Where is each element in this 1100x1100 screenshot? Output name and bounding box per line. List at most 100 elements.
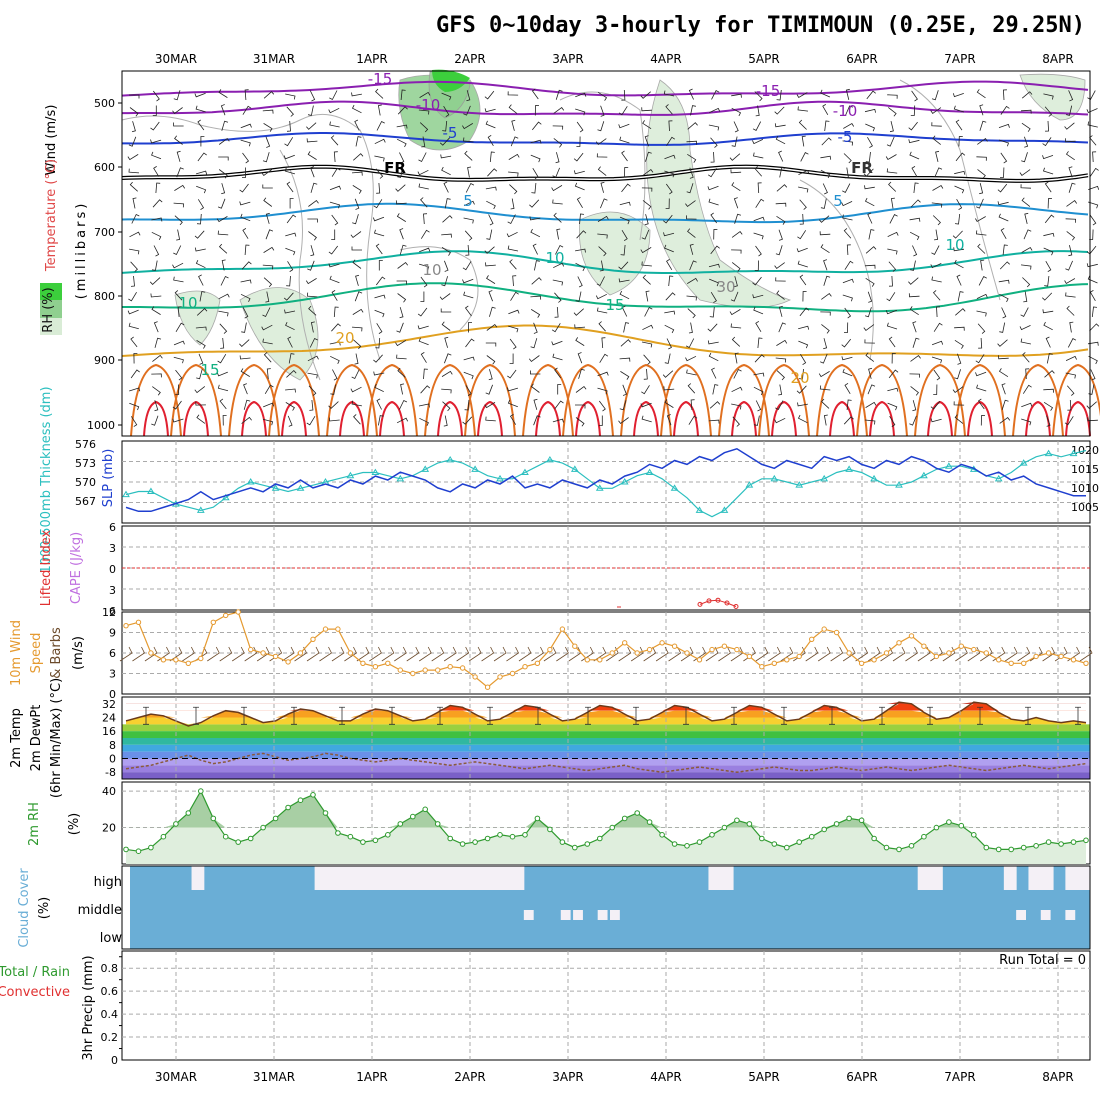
wind-main-label: 10m Wind [9,620,24,686]
wind-barb [441,247,451,256]
wind-barb [328,401,339,409]
wind-barb [396,280,407,285]
wind-barb [930,107,942,114]
wind-barb [687,153,697,163]
rh-high-region [432,69,470,92]
wind-barb [151,415,159,426]
wind-barb [621,229,628,241]
wind-speed-marker [996,657,1002,663]
wind-barb [778,384,783,396]
wind-barb [955,119,963,131]
surface-wind-barb [630,646,644,662]
wind-barb [797,402,808,407]
wind-barb [152,105,157,116]
wind-barb [933,384,938,395]
wind-speed-marker [422,667,428,673]
wind-barb [1042,167,1054,175]
surface-wind-barb [132,646,145,662]
wind-barb [576,230,587,239]
wind-barb [1019,169,1031,176]
wind-barb [128,322,139,330]
contour-label: 10 [945,236,964,254]
wind-barb [306,415,316,426]
wind-barb [484,108,496,113]
thickness-marker [994,474,1003,482]
wind-barb [354,353,359,365]
wind-speed-marker [1045,650,1052,656]
wind-barb [864,185,875,190]
rh-marker [222,833,229,840]
wind-barb [776,184,788,192]
rh-marker [846,815,852,822]
wind-barb [908,121,918,131]
wind-barb [507,91,519,96]
temp-dew-label: 2m DewPt [29,705,44,772]
wind-barb [353,339,362,350]
wind-barb [262,307,271,318]
wind-speed-marker [1083,660,1089,666]
wind-barb [1043,93,1054,100]
thickness-marker [595,484,604,491]
wind-barb [150,293,162,298]
wind-barb [1089,214,1097,226]
wind-barb [219,323,228,334]
cloud-high-block [1028,866,1042,890]
wind-barb [332,369,338,381]
wind-barb [707,340,719,345]
wind-barb [886,322,898,330]
wind-speed-marker [459,665,466,671]
minmax-bar [487,706,493,725]
wind-barb [377,104,382,116]
wind-speed-marker [796,653,802,660]
wind-barb [997,183,1008,193]
wind-barb [798,325,810,330]
wind-barb [754,354,765,363]
wind-barb [530,338,538,349]
surface-wind-barb [182,646,195,662]
wind-barb [1020,264,1032,270]
cloud-main-label: Cloud Cover [17,868,32,948]
wind-barb [619,357,631,362]
wind-barb [263,123,273,132]
wind-barb [575,108,586,116]
wind-barb [308,199,319,207]
wind-barb [506,231,518,238]
wind-barb [778,150,784,162]
wind-barb [733,197,739,209]
wind-barb [844,383,851,395]
wind-barb [845,88,850,100]
wind-tick-label: 3 [109,668,116,681]
wind-barb [573,170,585,175]
wind-barb [690,105,696,116]
slp-line [125,447,1086,513]
cape-tick-label: 0 [109,563,116,576]
wind-speed-marker [347,650,354,656]
wind-barb [1086,401,1097,409]
surface-wind-barb [655,646,669,662]
wind-barb [533,415,541,426]
wind-speed-marker [908,633,915,639]
wind-barb [285,232,297,237]
surface-wind-barb [817,646,831,662]
wind-speed-marker [1008,660,1014,666]
wind-barb [1046,415,1051,427]
wind-barb [328,245,339,255]
wind-barb [152,199,163,208]
wind-barb [864,197,875,207]
contour-label: -10 [833,102,858,120]
wind-barb [329,90,338,101]
surface-wind-barb [805,646,819,662]
wind-barb [909,373,920,378]
wind-barb [242,152,250,164]
wind-speed-marker [883,650,890,656]
wind-barb [396,417,409,424]
run-total-label: Run Total = 0 [999,953,1086,968]
sounding-frame [121,70,1091,437]
wind-barb [976,310,987,317]
wind-barb [216,216,228,223]
surface-wind-barb [144,646,158,662]
surface-wind-barb [955,646,968,662]
wind-barb [285,388,296,393]
wind-barb [797,260,808,268]
